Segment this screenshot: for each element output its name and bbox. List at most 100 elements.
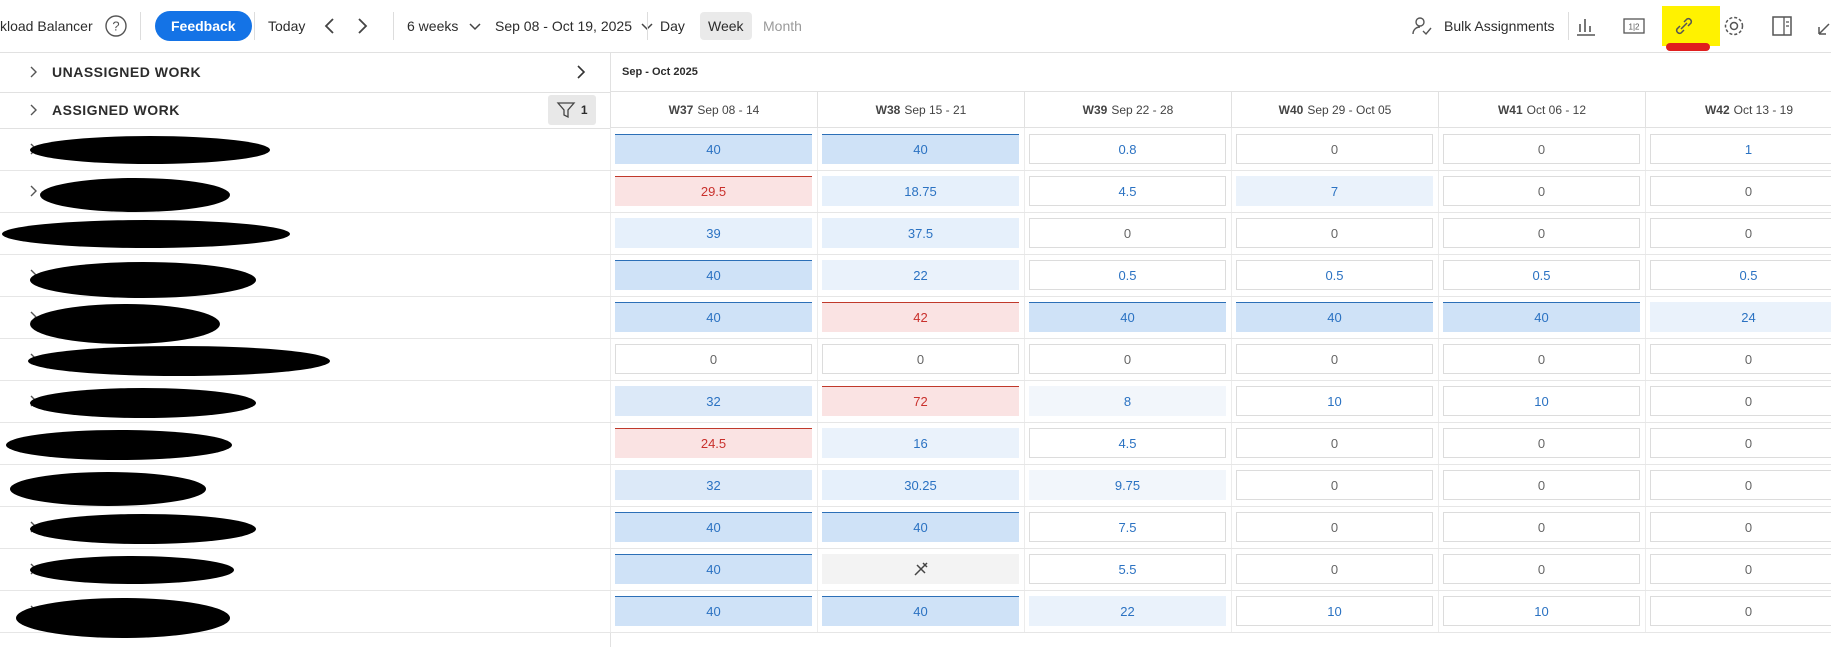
allocation-cell[interactable]: 37.5	[822, 218, 1019, 248]
feedback-button[interactable]: Feedback	[155, 11, 252, 41]
settings-icon[interactable]	[1722, 14, 1746, 38]
allocation-cell[interactable]: 0	[1236, 344, 1433, 374]
filter-button[interactable]: 1	[548, 95, 596, 125]
allocation-cell[interactable]: 10	[1236, 596, 1433, 626]
view-day[interactable]: Day	[660, 18, 685, 34]
compare-icon[interactable]: 1|2	[1622, 14, 1646, 38]
allocation-cell[interactable]: 4.5	[1029, 176, 1226, 206]
allocation-cell[interactable]: 7	[1236, 176, 1433, 206]
allocation-cell[interactable]: 30.25	[822, 470, 1019, 500]
allocation-cell[interactable]: 0.8	[1029, 134, 1226, 164]
allocation-cell[interactable]: 0	[1236, 512, 1433, 542]
allocation-cell[interactable]: 0	[1443, 176, 1640, 206]
allocation-cell[interactable]: 0	[1236, 470, 1433, 500]
allocation-cell[interactable]: 0	[1650, 554, 1831, 584]
allocation-cell[interactable]: 72	[822, 386, 1019, 416]
help-icon[interactable]: ?	[104, 14, 128, 38]
prev-button[interactable]	[318, 14, 342, 38]
allocation-cell[interactable]: 0	[1650, 176, 1831, 206]
allocation-cell[interactable]: 32	[615, 386, 812, 416]
expand	[30, 66, 37, 78]
cell-value: 0	[1744, 435, 1753, 451]
allocation-cell[interactable]: 4.5	[1029, 428, 1226, 458]
allocation-cell[interactable]: 0	[1650, 386, 1831, 416]
allocation-cell[interactable]: 40	[615, 512, 812, 542]
expand	[30, 104, 37, 116]
allocation-cell[interactable]: 0.5	[1029, 260, 1226, 290]
allocation-cell[interactable]: 40	[615, 596, 812, 626]
cell-value: 0	[1744, 351, 1753, 367]
allocation-cell[interactable]: 18.75	[822, 176, 1019, 206]
allocation-cell[interactable]: 0	[1236, 218, 1433, 248]
next-button[interactable]	[350, 14, 374, 38]
allocation-cell[interactable]: 0	[822, 344, 1019, 374]
allocation-cell[interactable]: 0.5	[1650, 260, 1831, 290]
allocation-cell[interactable]: 0.5	[1443, 260, 1640, 290]
allocation-cell[interactable]: 0	[1236, 134, 1433, 164]
allocation-cell[interactable]: 40	[615, 302, 812, 332]
allocation-cell[interactable]: 0	[1443, 218, 1640, 248]
date-select[interactable]: Sep 08 - Oct 19, 2025	[495, 0, 654, 52]
allocation-cell[interactable]: 40	[615, 260, 812, 290]
allocation-cell[interactable]: 39	[615, 218, 812, 248]
chart-icon[interactable]	[1574, 14, 1598, 38]
allocation-cell[interactable]: 0	[1443, 470, 1640, 500]
allocation-cell[interactable]: 0.5	[1236, 260, 1433, 290]
panel-icon[interactable]	[1770, 14, 1794, 38]
allocation-cell[interactable]: 0	[1029, 218, 1226, 248]
bulk-assignments[interactable]: Bulk Assignments	[1444, 18, 1555, 34]
allocation-cell[interactable]: 40	[822, 596, 1019, 626]
allocation-cell[interactable]: 1	[1650, 134, 1831, 164]
range-select[interactable]: 6 weeks	[407, 0, 482, 52]
allocation-cell[interactable]: 32	[615, 470, 812, 500]
allocation-cell[interactable]: 42	[822, 302, 1019, 332]
allocation-cell[interactable]: 40	[1236, 302, 1433, 332]
allocation-cell[interactable]: 0	[1236, 554, 1433, 584]
allocation-cell[interactable]: 7.5	[1029, 512, 1226, 542]
allocation-cell[interactable]: 40	[822, 512, 1019, 542]
collapse-icon[interactable]	[1815, 14, 1831, 38]
expand-right[interactable]	[573, 64, 589, 80]
allocation-cell[interactable]: 40	[822, 134, 1019, 164]
allocation-cell[interactable]: 0	[615, 344, 812, 374]
allocation-cell[interactable]: 40	[1029, 302, 1226, 332]
allocation-cell[interactable]: 0	[1650, 218, 1831, 248]
allocation-cell[interactable]: 9.75	[1029, 470, 1226, 500]
allocation-cell[interactable]: 0	[1443, 428, 1640, 458]
allocation-cell[interactable]: 40	[1443, 302, 1640, 332]
allocation-cell[interactable]: 0	[1236, 428, 1433, 458]
allocation-cell[interactable]: 29.5	[615, 176, 812, 206]
link-icon[interactable]	[1672, 14, 1696, 38]
allocation-cell[interactable]: 24.5	[615, 428, 812, 458]
allocation-cell[interactable]: 10	[1443, 596, 1640, 626]
allocation-cell[interactable]: 40	[615, 554, 812, 584]
allocation-cell[interactable]: 0	[1443, 134, 1640, 164]
allocation-cell[interactable]: 24	[1650, 302, 1831, 332]
view-week[interactable]: Week	[700, 12, 752, 40]
allocation-cell[interactable]: 0	[1650, 428, 1831, 458]
allocation-cell[interactable]: 22	[1029, 596, 1226, 626]
allocation-cell[interactable]: 0	[1650, 512, 1831, 542]
allocation-cell[interactable]: 22	[822, 260, 1019, 290]
cell-value: 0	[1330, 435, 1339, 451]
allocation-cell[interactable]: 0	[1029, 344, 1226, 374]
allocation-cell[interactable]: 0	[1443, 344, 1640, 374]
allocation-cell[interactable]: 40	[615, 134, 812, 164]
allocation-cell[interactable]: 0	[1650, 470, 1831, 500]
allocation-cell[interactable]: 10	[1443, 386, 1640, 416]
unassigned-row[interactable]: UNASSIGNED WORK	[0, 52, 610, 93]
allocation-cell[interactable]: 0	[1443, 554, 1640, 584]
allocation-cell[interactable]: 16	[822, 428, 1019, 458]
view-month[interactable]: Month	[763, 18, 802, 34]
allocation-cell[interactable]	[822, 554, 1019, 584]
allocation-cell[interactable]: 0	[1650, 344, 1831, 374]
allocation-cell[interactable]: 0	[1443, 512, 1640, 542]
allocation-cell[interactable]: 8	[1029, 386, 1226, 416]
allocation-cell[interactable]: 0	[1650, 596, 1831, 626]
cell-value: 30.25	[904, 477, 937, 493]
allocation-cell[interactable]: 5.5	[1029, 554, 1226, 584]
allocation-cell[interactable]: 10	[1236, 386, 1433, 416]
today-button[interactable]: Today	[268, 18, 306, 34]
row-expand[interactable]	[26, 184, 40, 198]
assigned-row[interactable]: ASSIGNED WORK 1	[0, 92, 610, 129]
